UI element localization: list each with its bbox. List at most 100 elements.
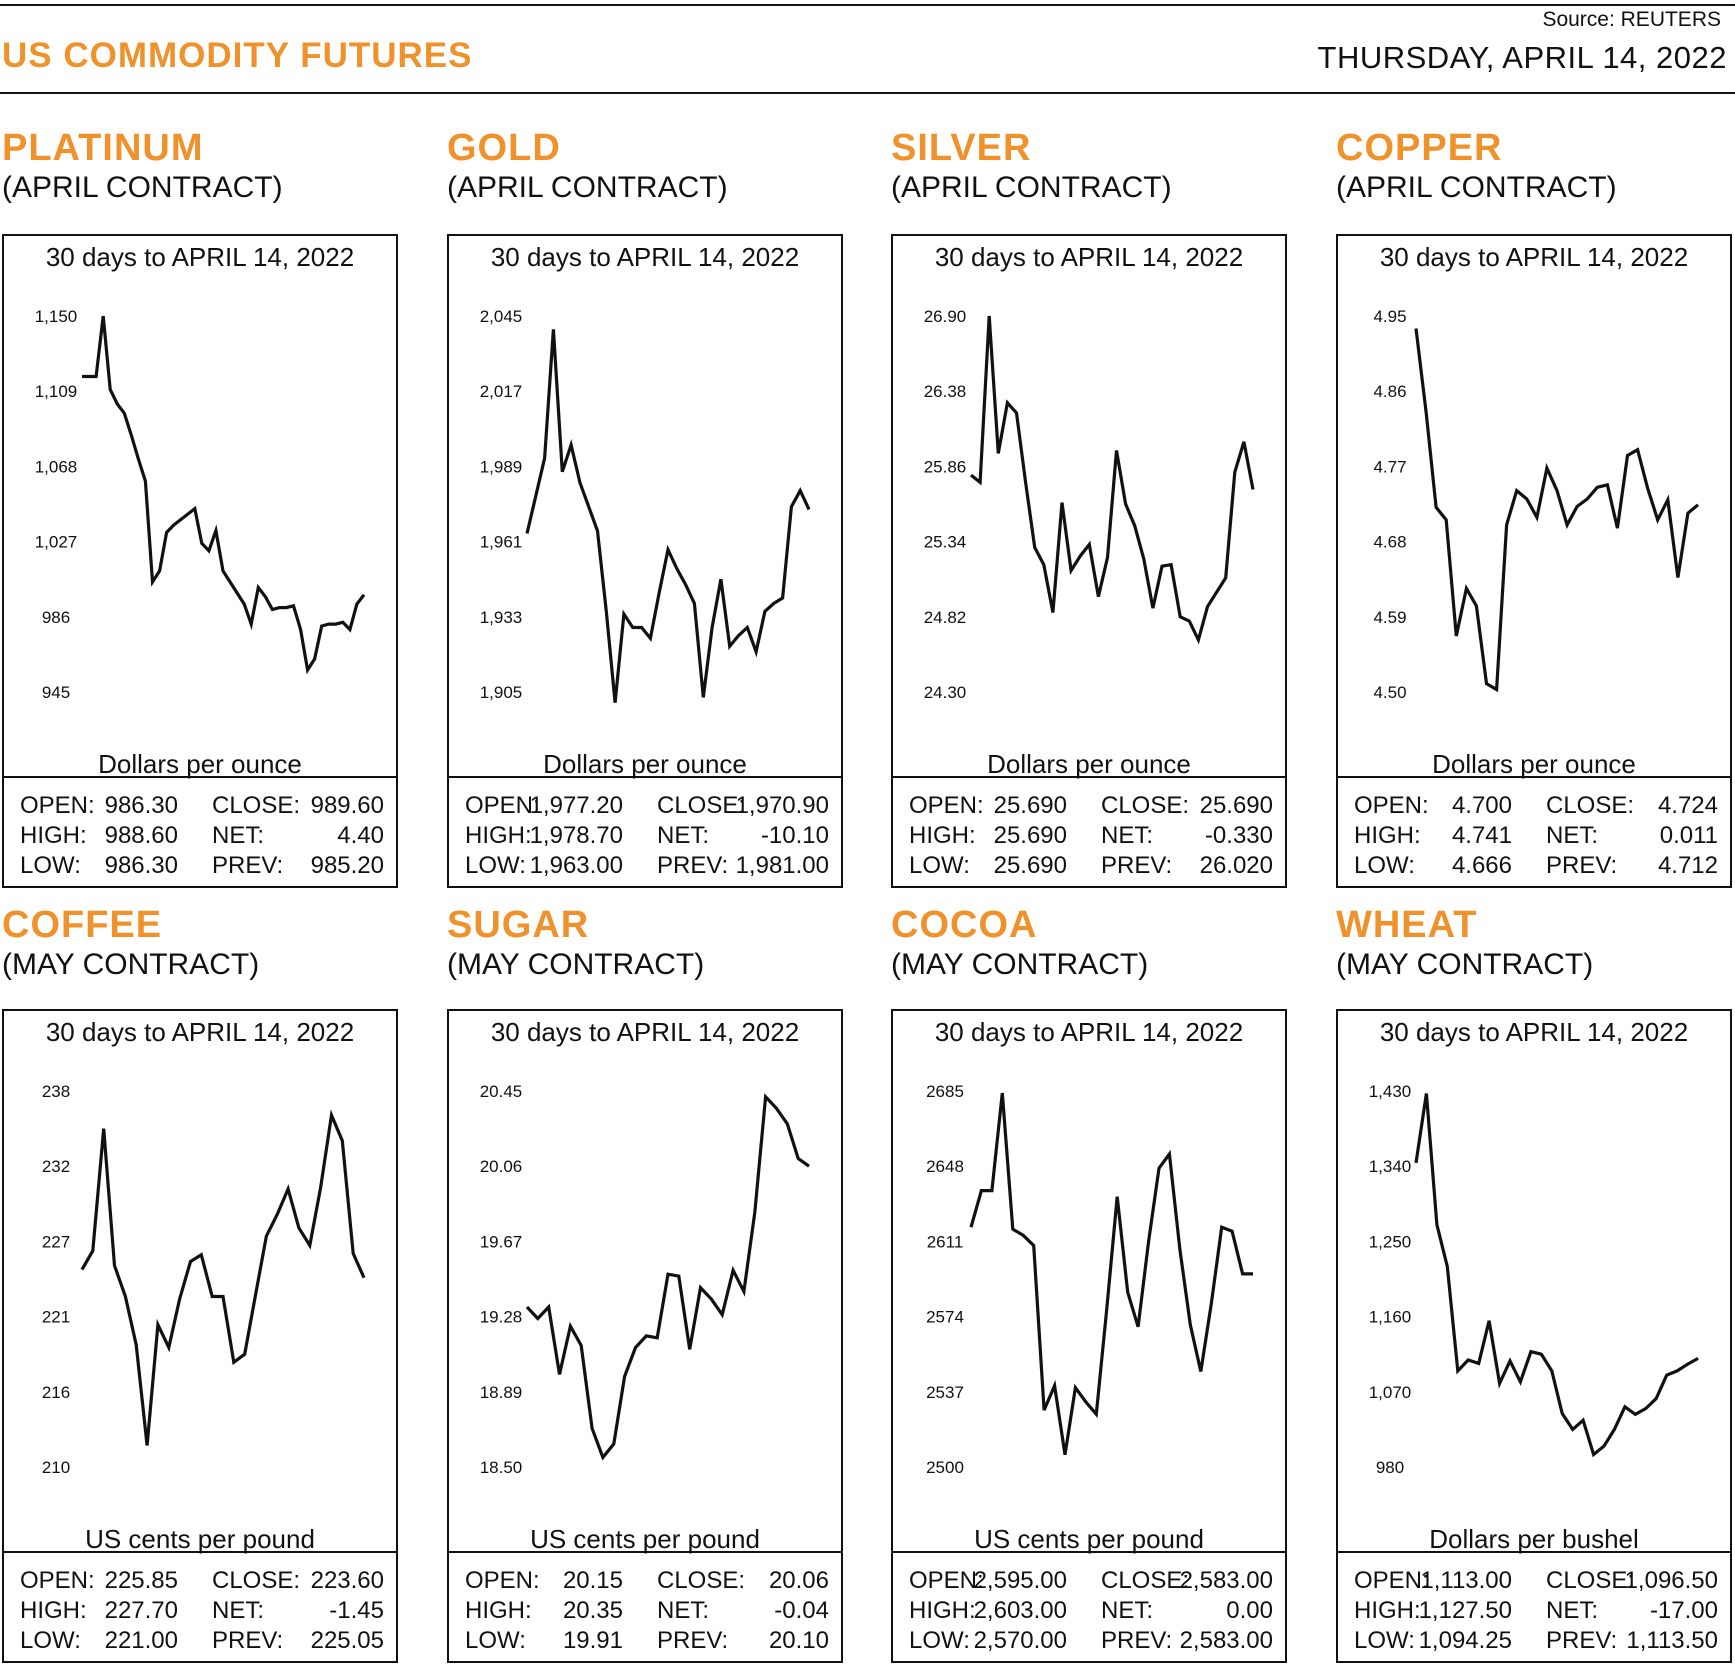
top-rule xyxy=(0,4,1735,6)
stat-label-prev: PREV: xyxy=(1101,852,1173,879)
stat-label-high: HIGH: xyxy=(465,822,532,849)
stat-value-open: 1,113.00 xyxy=(1420,1567,1512,1594)
stat-label-prev: PREV: xyxy=(212,1627,284,1654)
y-tick-label: 227 xyxy=(42,1232,70,1251)
stat-value-high: 1,978.70 xyxy=(529,822,623,849)
y-tick-label: 221 xyxy=(42,1308,70,1327)
stat-value-low: 2,570.00 xyxy=(973,1627,1067,1654)
contract-label: (APRIL CONTRACT) xyxy=(2,171,283,204)
y-tick-label: 2500 xyxy=(926,1458,964,1477)
stats-table: OPEN: 25.690 CLOSE: 25.690 HIGH: 25.690 NET: -0… xyxy=(893,784,1285,884)
y-tick-label: 986 xyxy=(42,608,70,627)
price-line xyxy=(80,1109,366,1446)
chart-panel: 30 days to APRIL 14, 2022 2,045 2,017 1,989… xyxy=(447,234,843,888)
commodity-card-copper: COPPER (APRIL CONTRACT) 30 days to APRIL 1… xyxy=(1336,128,1735,888)
price-line xyxy=(525,1093,810,1461)
chart-panel: 30 days to APRIL 14, 2022 1,150 1,109 1,068… xyxy=(2,234,398,888)
y-tick-label: 980 xyxy=(1376,1458,1404,1477)
stat-label-prev: PREV: xyxy=(1101,1627,1173,1654)
stat-value-close: 20.06 xyxy=(768,1567,829,1594)
stat-label-high: HIGH: xyxy=(465,1597,532,1624)
price-line xyxy=(1414,1093,1699,1458)
stats-table: OPEN: 1,977.20 CLOSE: 1,970.90 HIGH: 1,978.70… xyxy=(449,784,841,884)
unit-label: US cents per pound xyxy=(85,1524,315,1554)
stat-value-net: 0.00 xyxy=(1226,1597,1273,1624)
y-tick-label: 1,340 xyxy=(1369,1157,1412,1176)
stat-value-low: 221.00 xyxy=(104,1627,178,1654)
stat-label-low: LOW: xyxy=(1354,852,1415,879)
stats-divider xyxy=(4,776,396,778)
stat-label-low: LOW: xyxy=(465,1627,526,1654)
stats-table: OPEN: 20.15 CLOSE: 20.06 HIGH: 20.35 NET: -0.04… xyxy=(449,1559,841,1659)
stats-divider xyxy=(449,776,841,778)
source-credit: Source: REUTERS xyxy=(1542,8,1721,31)
stat-label-close: CLOSE: xyxy=(1101,1567,1190,1594)
stat-label-prev: PREV: xyxy=(657,852,729,879)
y-tick-label: 2611 xyxy=(927,1232,964,1251)
price-line xyxy=(970,315,1255,645)
stat-value-low: 1,963.00 xyxy=(529,852,623,879)
unit-label: US cents per pound xyxy=(530,1524,760,1554)
stat-label-close: CLOSE: xyxy=(1546,792,1635,819)
y-tick-label: 1,961 xyxy=(480,533,523,552)
unit-label: Dollars per ounce xyxy=(98,749,302,779)
stat-value-open: 1,977.20 xyxy=(529,792,623,819)
stat-label-net: NET: xyxy=(1101,822,1154,849)
stat-value-close: 4.724 xyxy=(1657,792,1718,819)
stat-label-high: HIGH: xyxy=(1354,1597,1421,1624)
stats-table: OPEN: 1,113.00 CLOSE: 1,096.50 HIGH: 1,127.50… xyxy=(1338,1559,1730,1659)
stat-value-net: -0.04 xyxy=(774,1597,829,1624)
line-chart: 1,430 1,340 1,250 1,160 1,070 980 xyxy=(1369,1082,1699,1477)
stat-label-net: NET: xyxy=(212,822,265,849)
price-line xyxy=(969,1092,1253,1456)
stat-value-prev: 4.712 xyxy=(1657,852,1718,879)
stat-value-net: -10.10 xyxy=(760,822,829,849)
stat-label-open: OPEN: xyxy=(20,792,95,819)
y-tick-label: 2,045 xyxy=(480,307,523,326)
contract-label: (MAY CONTRACT) xyxy=(1336,948,1594,981)
price-line xyxy=(1414,328,1700,693)
stat-label-close: CLOSE: xyxy=(212,792,301,819)
stat-value-net: -1.45 xyxy=(329,1597,384,1624)
stat-value-high: 25.690 xyxy=(993,822,1067,849)
stat-value-close: 25.690 xyxy=(1199,792,1273,819)
stat-label-net: NET: xyxy=(1546,1597,1599,1624)
stat-value-open: 986.30 xyxy=(104,792,178,819)
chart-title: 30 days to APRIL 14, 2022 xyxy=(45,1017,355,1047)
y-tick-label: 4.95 xyxy=(1373,307,1406,326)
stat-value-prev: 1,981.00 xyxy=(735,852,829,879)
y-tick-label: 20.45 xyxy=(480,1082,523,1101)
y-tick-label: 2,017 xyxy=(480,382,523,401)
y-tick-label: 1,068 xyxy=(35,457,78,476)
stat-label-low: LOW: xyxy=(909,1627,970,1654)
y-tick-label: 20.06 xyxy=(480,1157,523,1176)
y-tick-label: 1,109 xyxy=(35,382,78,401)
stat-label-net: NET: xyxy=(657,1597,710,1624)
stat-value-open: 20.15 xyxy=(562,1567,623,1594)
y-tick-label: 19.67 xyxy=(480,1232,523,1251)
commodity-card-coffee: COFFEE (MAY CONTRACT) 30 days to APRIL 14,… xyxy=(2,905,450,1663)
stat-label-low: LOW: xyxy=(465,852,526,879)
line-chart: 2685 2648 2611 2574 2537 2500 xyxy=(926,1082,1253,1477)
stat-label-prev: PREV: xyxy=(657,1627,729,1654)
chart-title: 30 days to APRIL 14, 2022 xyxy=(934,1017,1244,1047)
y-tick-label: 1,250 xyxy=(1369,1232,1412,1251)
unit-label: US cents per pound xyxy=(974,1524,1204,1554)
stat-label-high: HIGH: xyxy=(1354,822,1421,849)
chart-title: 30 days to APRIL 14, 2022 xyxy=(1379,1017,1689,1047)
commodity-name: SILVER xyxy=(891,127,1032,169)
stat-label-net: NET: xyxy=(657,822,710,849)
stat-label-net: NET: xyxy=(1546,822,1599,849)
stat-label-open: OPEN: xyxy=(1354,1567,1429,1594)
commodity-card-sugar: SUGAR (MAY CONTRACT) 30 days to APRIL 14, … xyxy=(447,905,895,1663)
y-tick-label: 26.38 xyxy=(924,382,967,401)
chart-title: 30 days to APRIL 14, 2022 xyxy=(45,242,355,272)
stat-value-net: 4.40 xyxy=(337,822,384,849)
stat-value-prev: 1,113.50 xyxy=(1626,1627,1718,1654)
chart-panel: 30 days to APRIL 14, 2022 2685 2648 2611 257… xyxy=(891,1009,1287,1663)
stat-value-prev: 2,583.00 xyxy=(1179,1627,1273,1654)
y-tick-label: 232 xyxy=(42,1157,70,1176)
stat-value-prev: 20.10 xyxy=(768,1627,829,1654)
stat-value-close: 2,583.00 xyxy=(1179,1567,1273,1594)
stat-label-high: HIGH: xyxy=(909,822,976,849)
